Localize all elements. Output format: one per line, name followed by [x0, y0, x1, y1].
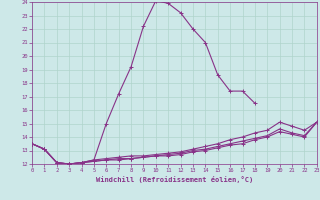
X-axis label: Windchill (Refroidissement éolien,°C): Windchill (Refroidissement éolien,°C)	[96, 176, 253, 183]
